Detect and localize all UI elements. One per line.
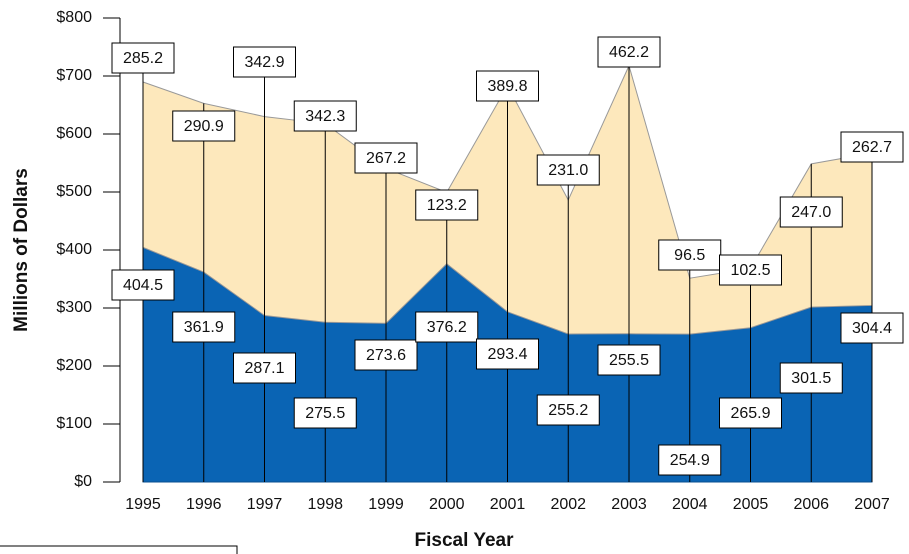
- value-label: 361.9: [184, 319, 224, 336]
- value-label: 123.2: [427, 197, 467, 214]
- value-label: 293.4: [487, 346, 527, 363]
- legend-box: [0, 545, 238, 554]
- value-label-box: [658, 444, 722, 476]
- value-label-box: [172, 311, 236, 343]
- value-label-box: [111, 42, 175, 74]
- value-label-box: [476, 338, 539, 370]
- value-label-box: [293, 397, 357, 429]
- x-tick-label: 2000: [429, 496, 465, 513]
- value-label: 287.1: [244, 360, 284, 377]
- y-tick-label: $200: [56, 357, 92, 374]
- y-tick-label: $800: [56, 9, 92, 26]
- value-label: 342.9: [244, 54, 284, 71]
- x-tick-label: 1998: [307, 496, 343, 513]
- value-label-box: [233, 352, 296, 384]
- value-label: 254.9: [670, 452, 710, 469]
- value-label-box: [354, 142, 418, 174]
- y-tick-label: $0: [74, 473, 92, 490]
- value-label-box: [111, 269, 175, 301]
- value-label: 231.0: [548, 162, 588, 179]
- value-label-box: [536, 394, 600, 426]
- value-label: 301.5: [791, 370, 831, 387]
- y-tick-label: $700: [56, 67, 92, 84]
- value-label: 267.2: [366, 150, 406, 167]
- value-label-box: [779, 362, 843, 394]
- value-label: 342.3: [305, 108, 345, 125]
- value-label-box: [719, 397, 782, 429]
- value-label: 404.5: [123, 277, 163, 294]
- x-tick-label: 1999: [368, 496, 404, 513]
- value-label: 262.7: [852, 139, 892, 156]
- value-label: 273.6: [366, 347, 406, 364]
- x-tick-label: 2005: [733, 496, 769, 513]
- value-label: 290.9: [184, 118, 224, 135]
- x-tick-label: 1996: [186, 496, 222, 513]
- value-label-box: [840, 131, 904, 163]
- x-tick-label: 2007: [854, 496, 890, 513]
- value-label: 255.5: [609, 352, 649, 369]
- value-label: 285.2: [123, 50, 163, 67]
- value-label-box: [597, 36, 661, 68]
- value-label: 96.5: [674, 247, 705, 264]
- x-tick-label: 1995: [125, 496, 161, 513]
- y-tick-label: $100: [56, 415, 92, 432]
- y-tick-label: $500: [56, 183, 92, 200]
- value-label: 389.8: [487, 78, 527, 95]
- x-axis-title: Fiscal Year: [415, 530, 515, 551]
- y-tick-label: $400: [56, 241, 92, 258]
- value-label: 304.4: [852, 320, 892, 337]
- x-tick-label: 2003: [611, 496, 647, 513]
- value-label-box: [719, 254, 782, 286]
- value-label-box: [597, 344, 661, 376]
- x-tick-label: 2001: [490, 496, 526, 513]
- x-tick-label: 2004: [672, 496, 708, 513]
- value-label: 462.2: [609, 44, 649, 61]
- value-label-box: [172, 110, 236, 142]
- value-label: 275.5: [305, 405, 345, 422]
- x-tick-label: 2006: [793, 496, 829, 513]
- value-label: 102.5: [730, 262, 770, 279]
- value-label: 265.9: [730, 405, 770, 422]
- y-tick-label: $600: [56, 125, 92, 142]
- value-label: 255.2: [548, 402, 588, 419]
- value-label-box: [476, 70, 539, 102]
- value-label-box: [293, 100, 357, 132]
- value-label-box: [536, 154, 600, 186]
- value-label-box: [658, 239, 722, 271]
- y-tick-label: $300: [56, 299, 92, 316]
- y-axis-title: Millions of Dollars: [11, 168, 32, 332]
- value-label-box: [840, 312, 904, 344]
- value-label-box: [415, 311, 479, 343]
- value-label-box: [779, 196, 843, 228]
- value-label: 376.2: [427, 319, 467, 336]
- value-label: 247.0: [791, 204, 831, 221]
- value-label-box: [354, 339, 418, 371]
- x-tick-label: 2002: [550, 496, 586, 513]
- x-tick-label: 1997: [247, 496, 283, 513]
- value-label-box: [233, 46, 296, 78]
- value-label-box: [415, 189, 479, 221]
